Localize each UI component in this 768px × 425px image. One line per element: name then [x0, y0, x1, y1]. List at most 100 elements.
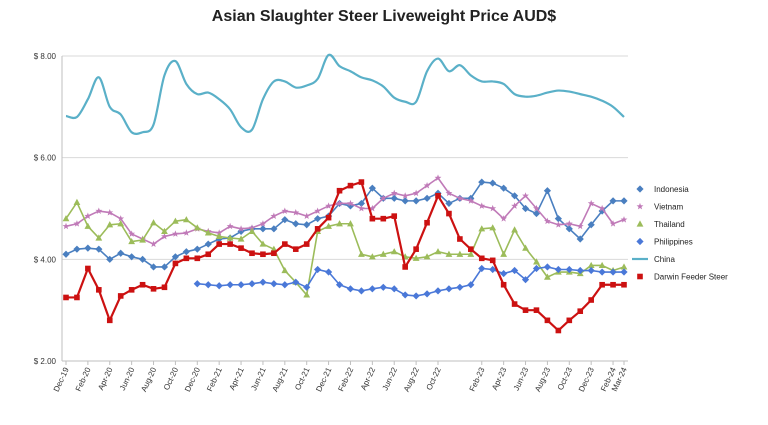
x-tick-label: Aug-23 — [533, 366, 552, 394]
data-point-philippines — [620, 268, 628, 276]
x-tick-label: Apr-22 — [359, 366, 378, 392]
x-tick-label: Aug-21 — [271, 366, 290, 394]
data-point-darwin-feeder-steer — [194, 255, 201, 262]
data-point-darwin-feeder-steer — [117, 293, 124, 299]
data-point-vietnam — [259, 220, 267, 227]
data-point-darwin-feeder-steer — [588, 297, 594, 303]
data-point-indonesia — [149, 263, 158, 271]
y-tick-label: $ 8.00 — [34, 52, 57, 61]
data-point-philippines — [292, 278, 300, 286]
data-point-vietnam — [106, 208, 114, 216]
data-point-vietnam — [598, 204, 606, 212]
data-point-vietnam — [565, 220, 573, 227]
data-point-philippines — [379, 283, 387, 291]
data-point-darwin-feeder-steer — [63, 294, 69, 301]
data-point-indonesia — [128, 253, 136, 261]
data-point-vietnam — [325, 202, 333, 209]
data-point-vietnam — [117, 215, 125, 222]
data-point-vietnam — [554, 221, 562, 228]
data-point-darwin-feeder-steer — [511, 301, 518, 307]
data-point-darwin-feeder-steer — [369, 215, 376, 222]
data-point-philippines — [226, 281, 234, 289]
data-point-indonesia — [138, 255, 147, 263]
data-point-thailand — [270, 245, 278, 252]
x-tick-label: Dec-20 — [183, 366, 202, 394]
data-point-philippines — [215, 282, 223, 290]
data-point-vietnam — [62, 222, 70, 230]
data-point-thailand — [106, 221, 114, 228]
data-point-thailand — [62, 215, 70, 222]
legend-marker — [637, 273, 643, 280]
chart-title: Asian Slaughter Steer Liveweight Price A… — [211, 8, 557, 25]
data-point-indonesia — [160, 263, 169, 271]
data-point-vietnam — [215, 229, 223, 236]
data-point-indonesia — [237, 227, 245, 235]
data-point-philippines — [324, 268, 333, 276]
data-point-thailand — [467, 250, 475, 257]
data-point-darwin-feeder-steer — [391, 213, 398, 219]
data-point-darwin-feeder-steer — [380, 215, 387, 222]
data-point-philippines — [346, 285, 355, 293]
data-point-vietnam — [423, 182, 431, 189]
data-point-darwin-feeder-steer — [489, 257, 496, 264]
data-point-vietnam — [522, 192, 529, 199]
data-point-darwin-feeder-steer — [282, 241, 288, 247]
data-point-vietnam — [73, 220, 81, 227]
data-point-indonesia — [357, 199, 366, 208]
legend-label: Vietnam — [654, 203, 684, 212]
x-tick-label: Dec-21 — [314, 366, 333, 394]
data-point-vietnam — [314, 207, 322, 214]
data-point-darwin-feeder-steer — [336, 187, 343, 194]
data-point-thailand — [161, 227, 168, 234]
data-point-vietnam — [150, 240, 157, 247]
y-tick-label: $ 4.00 — [34, 255, 57, 264]
data-point-indonesia — [270, 225, 278, 233]
data-point-thailand — [73, 198, 81, 205]
data-point-vietnam — [478, 202, 486, 209]
legend: Indonesia Vietnam Thailand Philippines China… — [632, 185, 728, 282]
data-point-vietnam — [226, 222, 234, 230]
data-point-darwin-feeder-steer — [610, 281, 616, 288]
data-point-darwin-feeder-steer — [555, 327, 562, 334]
data-point-vietnam — [248, 224, 256, 231]
data-point-philippines — [521, 276, 530, 284]
data-point-indonesia — [489, 179, 497, 187]
x-tick-label: Jun-21 — [249, 366, 268, 392]
data-point-vietnam — [533, 204, 540, 212]
data-point-darwin-feeder-steer — [522, 307, 529, 313]
data-point-vietnam — [357, 204, 365, 212]
data-point-philippines — [193, 280, 201, 288]
data-point-darwin-feeder-steer — [227, 241, 233, 247]
data-point-thailand — [390, 248, 398, 255]
legend-label: China — [654, 255, 675, 264]
data-point-vietnam — [303, 212, 311, 220]
data-point-vietnam — [456, 194, 464, 202]
legend-item-vietnam: Vietnam — [636, 203, 684, 212]
legend-item-darwin-feeder-steer: Darwin Feeder Steer — [637, 273, 728, 282]
series-group — [62, 53, 628, 334]
data-point-philippines — [478, 264, 486, 273]
data-point-darwin-feeder-steer — [358, 179, 365, 185]
data-point-vietnam — [347, 199, 354, 207]
data-point-thailand — [215, 232, 223, 240]
series-line-china — [65, 53, 625, 135]
data-point-indonesia — [171, 253, 180, 261]
data-point-philippines — [314, 265, 322, 274]
data-point-philippines — [259, 278, 267, 286]
series-line-indonesia — [65, 181, 624, 268]
data-point-philippines — [434, 287, 442, 295]
legend-label: Philippines — [654, 238, 693, 247]
data-point-philippines — [412, 292, 420, 300]
data-point-thailand — [204, 229, 212, 236]
data-point-philippines — [587, 266, 595, 275]
legend-label: Indonesia — [654, 185, 689, 194]
data-point-darwin-feeder-steer — [106, 317, 113, 324]
data-point-philippines — [237, 281, 245, 289]
data-point-vietnam — [500, 215, 508, 222]
data-point-thailand — [325, 222, 332, 229]
series-line-thailand — [65, 201, 625, 296]
data-point-vietnam — [237, 225, 245, 232]
data-point-darwin-feeder-steer — [85, 265, 91, 272]
x-tick-label: Feb-20 — [74, 366, 93, 393]
data-point-philippines — [368, 285, 376, 293]
